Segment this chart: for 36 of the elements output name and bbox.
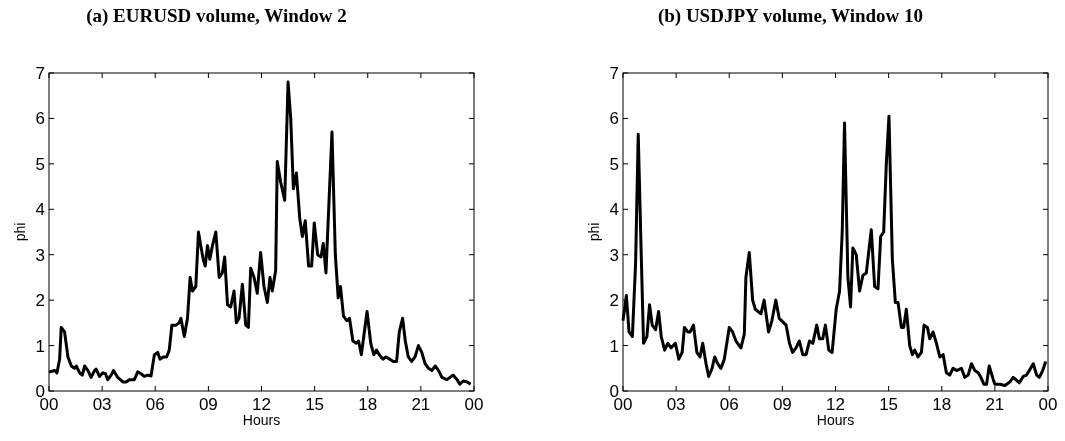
x-tick-label: 12	[252, 395, 271, 414]
y-tick-label: 3	[35, 245, 45, 265]
x-tick-label: 03	[92, 395, 112, 414]
x-tick-label: 15	[879, 395, 899, 414]
x-tick-label: 21	[985, 395, 1005, 414]
y-tick-label: 5	[609, 154, 619, 174]
x-tick-label: 00	[464, 395, 484, 414]
x-axis-title: Hours	[242, 412, 281, 428]
x-tick-label: 06	[145, 395, 165, 414]
x-tick-label: 03	[666, 395, 686, 414]
x-tick-label: 18	[932, 395, 952, 414]
x-tick-label: 18	[358, 395, 378, 414]
x-tick-label: 09	[772, 395, 792, 414]
chart-title: (a) EURUSD volume, Window 2	[86, 5, 347, 27]
y-tick-label: 1	[609, 336, 619, 356]
x-tick-label: 15	[305, 395, 325, 414]
x-tick-label: 06	[719, 395, 739, 414]
x-axis-title: Hours	[816, 412, 855, 428]
x-tick-label: 12	[826, 395, 845, 414]
y-axis-title: phi	[12, 222, 28, 242]
y-tick-label: 5	[35, 154, 45, 174]
y-tick-label: 1	[35, 336, 45, 356]
y-tick-label: 2	[609, 291, 619, 311]
x-tick-label: 00	[1038, 395, 1058, 414]
y-tick-label: 7	[609, 64, 619, 83]
y-tick-label: 4	[35, 200, 45, 220]
y-tick-label: 2	[35, 291, 45, 311]
y-tick-label: 7	[35, 64, 45, 83]
x-tick-label: 21	[411, 395, 431, 414]
y-axis-title: phi	[586, 222, 602, 242]
y-tick-label: 3	[609, 245, 619, 265]
y-tick-label: 4	[609, 200, 619, 220]
chart-title: (b) USDJPY volume, Window 10	[657, 5, 924, 27]
y-tick-label: 6	[609, 109, 619, 129]
y-tick-label: 6	[35, 109, 45, 129]
x-tick-label: 09	[198, 395, 218, 414]
